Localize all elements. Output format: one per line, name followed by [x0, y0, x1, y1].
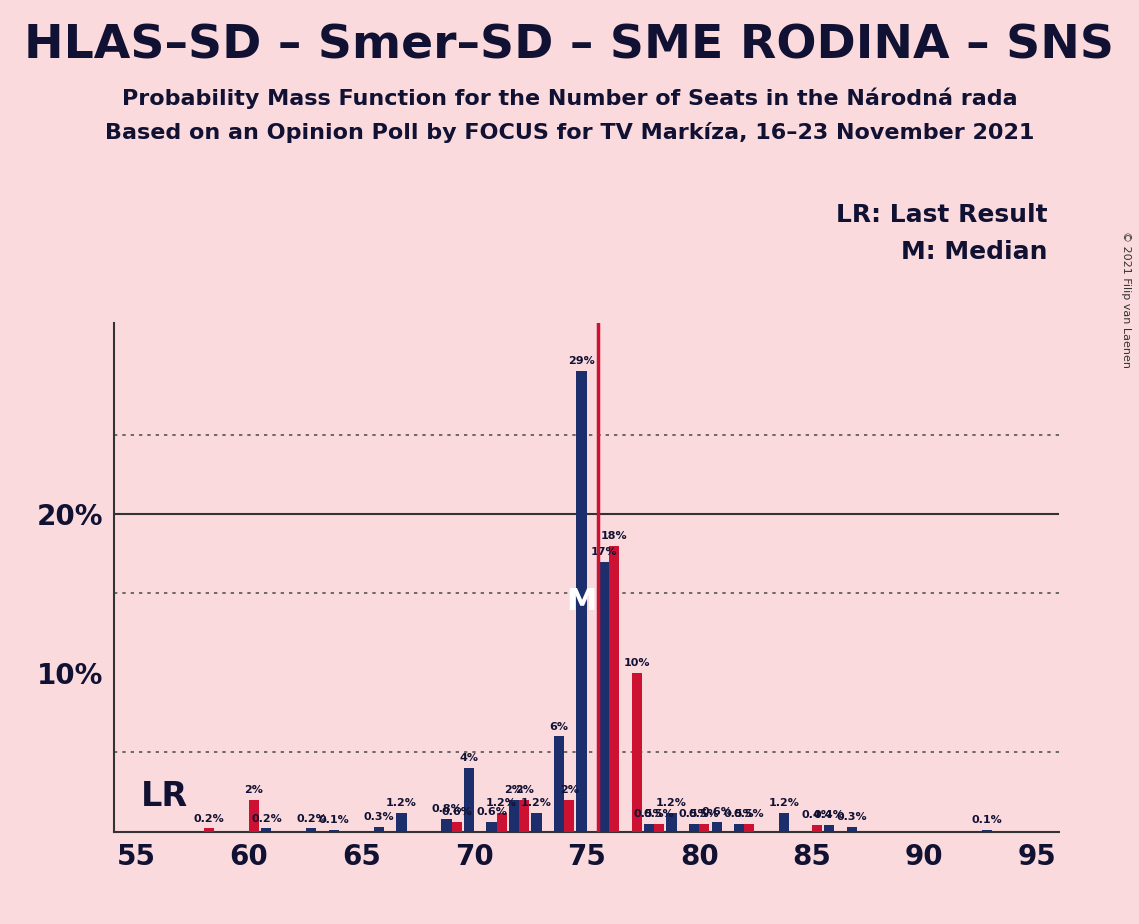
Text: 0.3%: 0.3% — [836, 812, 867, 822]
Bar — [464, 768, 474, 832]
Bar — [576, 371, 587, 832]
Bar — [442, 819, 451, 832]
Bar — [599, 562, 609, 832]
Bar — [532, 812, 541, 832]
Bar — [497, 812, 507, 832]
Text: 0.1%: 0.1% — [319, 815, 350, 825]
Text: 0.2%: 0.2% — [296, 814, 327, 823]
Bar — [654, 823, 664, 832]
Text: 29%: 29% — [568, 357, 595, 366]
Text: 6%: 6% — [549, 722, 568, 732]
Bar — [306, 829, 317, 832]
Text: LR: LR — [141, 780, 188, 813]
Bar — [329, 830, 339, 832]
Text: HLAS–SD – Smer–SD – SME RODINA – SNS: HLAS–SD – Smer–SD – SME RODINA – SNS — [25, 23, 1114, 68]
Bar — [744, 823, 754, 832]
Bar — [779, 812, 789, 832]
Text: 2%: 2% — [559, 785, 579, 795]
Text: 2%: 2% — [505, 785, 524, 795]
Bar — [609, 546, 620, 832]
Text: 0.2%: 0.2% — [194, 814, 224, 823]
Bar — [982, 830, 992, 832]
Bar — [644, 823, 654, 832]
Bar — [812, 825, 822, 832]
Bar — [689, 823, 699, 832]
Text: 0.6%: 0.6% — [441, 808, 472, 818]
Text: 1.2%: 1.2% — [386, 797, 417, 808]
Text: 0.5%: 0.5% — [633, 808, 664, 819]
Bar — [519, 800, 530, 832]
Text: 2%: 2% — [245, 785, 263, 795]
Bar — [249, 800, 259, 832]
Text: 0.4%: 0.4% — [802, 810, 833, 821]
Bar — [823, 825, 834, 832]
Bar — [451, 822, 461, 832]
Text: 0.4%: 0.4% — [813, 810, 844, 821]
Bar — [846, 827, 857, 832]
Text: 10%: 10% — [623, 658, 650, 668]
Text: 2%: 2% — [515, 785, 533, 795]
Text: M: M — [566, 587, 597, 615]
Bar — [509, 800, 519, 832]
Bar — [632, 673, 641, 832]
Text: 1.2%: 1.2% — [769, 797, 800, 808]
Text: 4%: 4% — [459, 753, 478, 763]
Text: Based on an Opinion Poll by FOCUS for TV Markíza, 16–23 November 2021: Based on an Opinion Poll by FOCUS for TV… — [105, 122, 1034, 143]
Bar — [734, 823, 744, 832]
Text: 0.8%: 0.8% — [431, 804, 461, 814]
Text: 1.2%: 1.2% — [521, 797, 552, 808]
Text: LR: Last Result: LR: Last Result — [836, 203, 1048, 227]
Text: 0.5%: 0.5% — [644, 808, 674, 819]
Text: 0.6%: 0.6% — [702, 808, 732, 818]
Bar — [486, 822, 497, 832]
Text: 0.2%: 0.2% — [251, 814, 281, 823]
Bar — [374, 827, 384, 832]
Bar — [666, 812, 677, 832]
Text: 0.5%: 0.5% — [723, 808, 754, 819]
Bar — [699, 823, 710, 832]
Bar — [712, 822, 722, 832]
Bar — [564, 800, 574, 832]
Bar — [204, 829, 214, 832]
Text: M: Median: M: Median — [901, 240, 1048, 264]
Text: 0.6%: 0.6% — [476, 808, 507, 818]
Text: 18%: 18% — [601, 531, 628, 541]
Text: 0.5%: 0.5% — [679, 808, 710, 819]
Text: 1.2%: 1.2% — [486, 797, 517, 808]
Bar — [261, 829, 271, 832]
Text: 0.3%: 0.3% — [363, 812, 394, 822]
Bar — [554, 736, 564, 832]
Text: 0.5%: 0.5% — [734, 808, 764, 819]
Text: Probability Mass Function for the Number of Seats in the Národná rada: Probability Mass Function for the Number… — [122, 88, 1017, 109]
Text: 17%: 17% — [591, 547, 617, 557]
Text: 1.2%: 1.2% — [656, 797, 687, 808]
Text: 0.5%: 0.5% — [689, 808, 720, 819]
Text: © 2021 Filip van Laenen: © 2021 Filip van Laenen — [1121, 231, 1131, 368]
Text: 0.1%: 0.1% — [972, 815, 1002, 825]
Bar — [396, 812, 407, 832]
